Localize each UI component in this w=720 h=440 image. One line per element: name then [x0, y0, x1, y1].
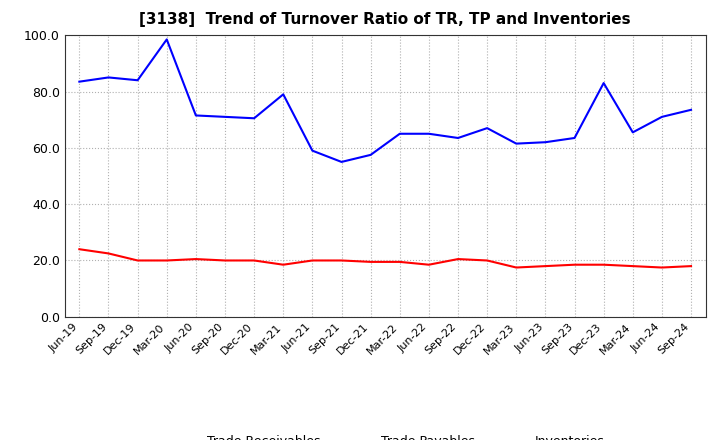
Legend: Trade Receivables, Trade Payables, Inventories: Trade Receivables, Trade Payables, Inven…	[161, 430, 610, 440]
Title: [3138]  Trend of Turnover Ratio of TR, TP and Inventories: [3138] Trend of Turnover Ratio of TR, TP…	[140, 12, 631, 27]
